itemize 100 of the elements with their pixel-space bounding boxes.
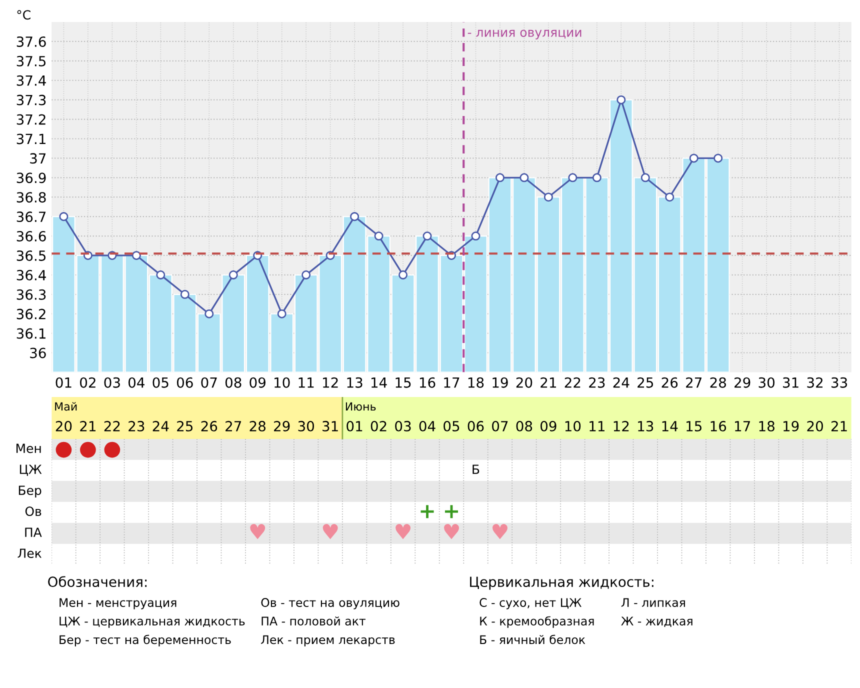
point xyxy=(302,270,311,280)
y-tick-label: 36.7 xyxy=(16,212,46,222)
x-tick-label: 25 xyxy=(638,377,654,388)
point xyxy=(714,154,723,163)
point xyxy=(132,250,141,260)
x-tick-label: 14 xyxy=(371,377,387,388)
y-tick-label: Ов xyxy=(25,506,42,516)
y-tick-label: ЦЖ xyxy=(20,464,42,476)
x-tick-label: 19 xyxy=(492,377,508,388)
x-tick-label: 05 xyxy=(444,420,460,432)
x-tick-label: 30 xyxy=(298,420,314,432)
x-tick-label: 21 xyxy=(831,420,847,432)
point xyxy=(544,192,553,202)
y-tick-label: 36.1 xyxy=(16,328,46,339)
text: ● xyxy=(104,442,120,458)
text: К - кремообразная xyxy=(480,616,594,628)
x-tick-label: 06 xyxy=(176,377,193,388)
x-tick-label: 27 xyxy=(686,377,702,388)
x-tick-label: 01 xyxy=(346,420,362,432)
x-tick-label: 02 xyxy=(80,377,96,388)
text: Мен - менструация xyxy=(60,598,176,610)
y-tick-label: 36 xyxy=(30,348,46,358)
x-tick-label: 26 xyxy=(201,420,218,432)
text: Л - липкая xyxy=(621,598,685,607)
point xyxy=(156,270,166,280)
x-tick-label: 31 xyxy=(322,420,338,432)
text: ♥ xyxy=(322,524,338,540)
x-tick-label: 24 xyxy=(613,377,630,388)
x-tick-label: 13 xyxy=(638,420,654,432)
y-axis-title: °C xyxy=(17,10,30,20)
text: ♥ xyxy=(444,524,459,540)
x-tick-label: 16 xyxy=(710,420,726,432)
x-tick-label: 04 xyxy=(419,420,436,432)
x-tick-label: 07 xyxy=(492,420,508,432)
x-tick-label: 30 xyxy=(758,377,774,388)
y-tick-label: 36.2 xyxy=(16,308,46,320)
y-tick-label: ПА xyxy=(25,528,42,537)
x-tick-label: 12 xyxy=(323,377,338,388)
point xyxy=(592,173,602,182)
point xyxy=(228,270,238,280)
y-tick-label: 36.8 xyxy=(16,192,46,203)
x-tick-label: 28 xyxy=(710,377,726,388)
x-tick-label: 22 xyxy=(104,420,120,432)
x-tick-label: 15 xyxy=(686,421,702,432)
x-tick-label: 09 xyxy=(250,377,266,388)
point xyxy=(59,212,68,222)
x-tick-label: 20 xyxy=(56,420,72,432)
text: Июнь xyxy=(346,402,376,411)
x-tick-label: 31 xyxy=(783,377,798,388)
x-tick-label: 32 xyxy=(807,377,822,388)
x-tick-label: 09 xyxy=(540,420,556,432)
y-tick-label: Лек xyxy=(18,548,42,558)
text: ЦЖ - цервикальная жидкость xyxy=(60,616,245,628)
text: ♥ xyxy=(250,524,266,540)
text: ● xyxy=(56,442,72,458)
y-tick-label: 36.3 xyxy=(16,289,46,300)
point xyxy=(665,192,674,202)
x-tick-label: 03 xyxy=(104,377,120,388)
point xyxy=(180,290,190,299)
x-tick-label: 29 xyxy=(274,420,290,432)
x-tick-label: 16 xyxy=(420,377,436,388)
text: ♥ xyxy=(396,524,411,540)
x-tick-label: 26 xyxy=(662,377,678,388)
point xyxy=(568,173,578,182)
point xyxy=(422,232,432,241)
y-tick-label: 37.4 xyxy=(16,75,46,86)
y-tick-label: 36.6 xyxy=(16,230,46,242)
x-tick-label: 17 xyxy=(735,421,750,432)
x-tick-label: 23 xyxy=(589,377,605,388)
text: + xyxy=(444,505,458,518)
x-tick-label: 04 xyxy=(128,377,144,388)
x-tick-label: 20 xyxy=(516,377,532,388)
x-tick-label: 08 xyxy=(225,377,242,388)
text: Лек - прием лекарств xyxy=(261,635,395,646)
x-tick-label: 02 xyxy=(370,420,386,432)
x-tick-label: 07 xyxy=(201,377,217,388)
x-tick-label: 10 xyxy=(565,420,581,432)
x-tick-label: 10 xyxy=(274,377,290,388)
text: С - сухо, нет ЦЖ xyxy=(480,598,582,610)
point xyxy=(398,270,408,280)
point xyxy=(374,232,384,241)
point xyxy=(495,173,504,182)
text: ● xyxy=(80,442,96,458)
y-tick-label: Бер xyxy=(18,486,42,498)
y-tick-label: Мен xyxy=(16,444,41,454)
text: ПА - половой акт xyxy=(262,616,366,626)
text: + xyxy=(420,505,434,518)
x-tick-label: 19 xyxy=(784,420,799,432)
ref-line-label: - линия овуляции xyxy=(468,30,582,40)
point xyxy=(277,309,286,318)
text: Ов - тест на овуляцию xyxy=(261,598,400,610)
x-tick-label: 29 xyxy=(734,377,750,388)
x-tick-label: 03 xyxy=(395,420,411,432)
y-tick-label: 37.3 xyxy=(16,94,46,106)
point xyxy=(350,212,360,222)
x-tick-label: 25 xyxy=(177,420,193,432)
x-tick-label: 33 xyxy=(832,377,848,388)
y-tick-label: 37.6 xyxy=(16,36,46,47)
text: ♥ xyxy=(492,524,508,540)
x-tick-label: 06 xyxy=(468,420,484,432)
